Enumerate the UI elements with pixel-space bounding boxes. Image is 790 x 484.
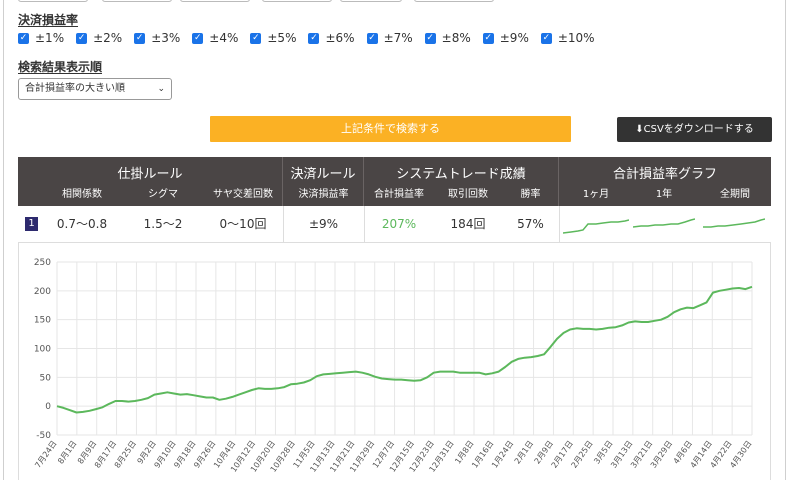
y-tick-label: 250 [34, 258, 51, 268]
graph-group: 合計損益率グラフ 1ヶ月 1年 全期間 [559, 157, 771, 206]
header-graph-1m: 1ヶ月 [582, 189, 610, 200]
csv-download-label: CSVをダウンロードする [643, 124, 754, 135]
check-icon[interactable]: ✓ [192, 32, 204, 44]
settlement-checkbox-label: ±8% [441, 31, 471, 45]
header-trades: 取引回数 [448, 189, 488, 200]
chevron-down-icon: ⌄ [157, 84, 165, 94]
top-input-4[interactable] [262, 0, 332, 2]
graph-title: 合計損益率グラフ [612, 167, 717, 182]
order-section-title: 検索結果表示順 [18, 60, 103, 74]
header-cross-count: サヤ交差回数 [213, 189, 273, 200]
header-total-pct: 合計損益率 [374, 189, 424, 200]
row-divider [283, 206, 284, 242]
order-select[interactable]: 合計損益率の大きい順 ⌄ [18, 78, 172, 100]
top-input-5[interactable] [340, 0, 402, 2]
main-chart-svg: -500501001502002507月24日8月1日8月9日8月17日8月25… [33, 258, 753, 474]
order-select-value: 合計損益率の大きい順 [25, 83, 125, 94]
check-icon[interactable]: ✓ [366, 32, 378, 44]
settlement-checkbox-item[interactable]: ✓ ±4% [192, 31, 238, 45]
settlement-checkbox-item[interactable]: ✓ ±3% [134, 31, 180, 45]
check-icon[interactable]: ✓ [250, 32, 262, 44]
settlement-checkbox-item[interactable]: ✓ ±1% [18, 31, 64, 45]
settlement-checkbox-label: ±3% [151, 31, 181, 45]
settlement-section-title: 決済損益率 [18, 13, 79, 27]
check-icon[interactable]: ✓ [76, 32, 88, 44]
check-icon[interactable]: ✓ [134, 32, 146, 44]
settlement-checkbox-item[interactable]: ✓ ±5% [250, 31, 296, 45]
row-divider [364, 206, 365, 242]
x-tick-label: 8月1日 [56, 439, 78, 466]
entry-rule-group: 仕掛ルール 相関係数 シグマ サヤ交差回数 [18, 157, 283, 206]
settlement-checkbox-label: ±10% [557, 31, 595, 45]
settlement-checkbox-label: ±4% [209, 31, 239, 45]
top-input-3[interactable] [180, 0, 250, 2]
csv-download-button[interactable]: ⬇CSVをダウンロードする [617, 117, 772, 142]
header-graph-1y: 1年 [655, 189, 673, 200]
row-divider [559, 206, 560, 242]
exit-rule-title: 決済ルール [290, 167, 356, 182]
cell-total-pct: 207% [381, 217, 417, 231]
y-tick-label: 50 [40, 373, 52, 383]
header-correlation: 相関係数 [62, 189, 102, 200]
settlement-checkbox-item[interactable]: ✓ ±7% [366, 31, 413, 45]
top-input-1[interactable] [18, 0, 88, 2]
rank-badge: 1 [25, 217, 38, 231]
settlement-checkbox-label: ±2% [93, 31, 123, 45]
check-icon[interactable]: ✓ [18, 32, 29, 44]
header-exit-pct: 決済損益率 [298, 189, 349, 200]
x-tick-label: 2月1日 [513, 439, 535, 466]
cell-correlation: 0.7～0.8 [56, 217, 108, 231]
settlement-checkbox-item[interactable]: ✓ ±9% [482, 31, 529, 45]
cell-sigma: 1.5～2 [143, 217, 183, 231]
result-table-header: 仕掛ルール 相関係数 シグマ サヤ交差回数 決済ルール 決済損益率 システムトレ… [18, 157, 771, 206]
check-icon[interactable]: ✓ [482, 32, 494, 44]
settlement-checkbox-row: ✓ ±1% ✓ ±2% ✓ ±3% ✓ ±4% ✓ ±5% ✓ ±6% ✓ ±7% ✓ ±8% ✓ ±9% ✓ ±10… [18, 31, 607, 45]
cell-trades: 184回 [450, 217, 486, 231]
cell-win-rate: 57% [517, 217, 544, 231]
top-input-2[interactable] [102, 0, 172, 2]
top-input-6[interactable] [414, 0, 494, 2]
y-tick-label: 200 [34, 287, 51, 297]
cell-cross-count: 0～10回 [219, 217, 267, 231]
system-result-group: システムトレード成績 合計損益率 取引回数 勝率 [364, 157, 559, 206]
check-icon[interactable]: ✓ [308, 32, 320, 44]
entry-rule-title: 仕掛ルール [117, 167, 183, 182]
series-line [56, 285, 753, 414]
y-tick-label: 150 [34, 316, 51, 326]
settlement-checkbox-label: ±6% [325, 31, 355, 45]
y-tick-label: -50 [36, 431, 51, 441]
sparkline-all[interactable] [703, 214, 765, 236]
header-graph-all: 全期間 [720, 189, 750, 200]
exit-rule-group: 決済ルール 決済損益率 [283, 157, 364, 206]
settlement-checkbox-item[interactable]: ✓ ±10% [540, 31, 595, 45]
y-tick-label: 100 [34, 345, 51, 355]
check-icon[interactable]: ✓ [540, 32, 552, 44]
sparkline-1y[interactable] [633, 214, 695, 236]
total-pct-chart: -50 0 50 100 150 200 250 7月24日 8月1日 8月9日 8月17日 8月25… [18, 243, 771, 480]
result-row[interactable]: 1 0.7～0.8 1.5～2 0～10回 ±9% 207% 184回 57% [18, 206, 771, 243]
settlement-checkbox-item[interactable]: ✓ ±8% [424, 31, 471, 45]
page-frame-left [3, 0, 4, 480]
cell-exit-pct: ±9% [308, 217, 339, 231]
sparkline-1m[interactable] [563, 214, 629, 236]
x-tick-label: 7月24日 [33, 439, 58, 470]
settlement-checkbox-item[interactable]: ✓ ±2% [76, 31, 122, 45]
page-frame-right [785, 0, 786, 480]
settlement-checkbox-item[interactable]: ✓ ±6% [308, 31, 355, 45]
search-button[interactable]: 上記条件で検索する [210, 116, 571, 142]
top-input-row [18, 0, 778, 2]
settlement-checkbox-label: ±9% [499, 31, 529, 45]
y-tick-label: 0 [45, 402, 51, 412]
settlement-checkbox-label: ±5% [267, 31, 297, 45]
check-icon[interactable]: ✓ [424, 32, 436, 44]
settlement-checkbox-label: ±7% [383, 31, 413, 45]
system-result-title: システムトレード成績 [396, 167, 526, 182]
download-icon: ⬇ [635, 124, 644, 135]
settlement-checkbox-label: ±1% [35, 31, 65, 45]
header-win-rate: 勝率 [520, 189, 541, 200]
header-sigma: シグマ [148, 189, 178, 200]
